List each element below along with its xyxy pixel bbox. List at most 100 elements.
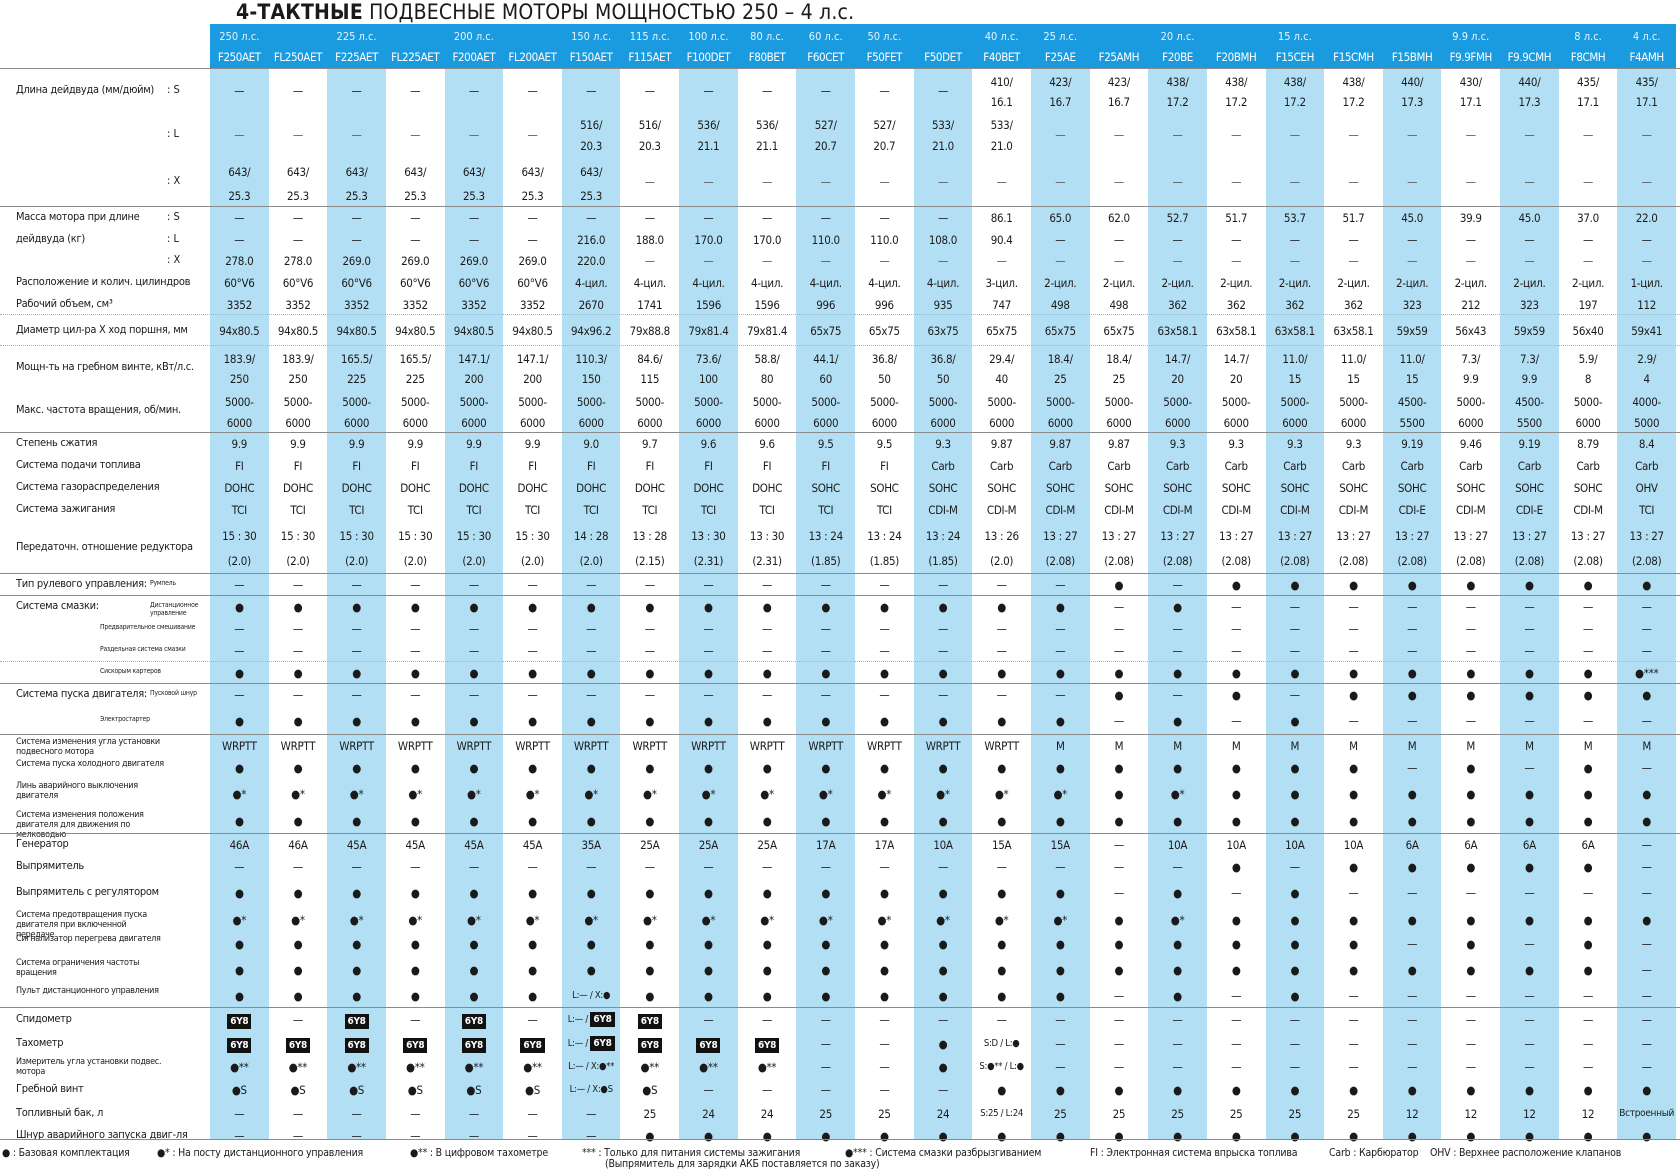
table-cell: FI	[586, 459, 596, 473]
table-cell: CDI-M	[986, 503, 1017, 517]
legend-note: (Выпрямитель для зарядки АКБ поставляетс…	[605, 1158, 880, 1170]
table-cell: ●	[410, 886, 420, 900]
table-cell: 112	[1637, 297, 1657, 312]
table-cell: —	[1231, 600, 1242, 614]
table-cell: —	[234, 578, 245, 592]
table-cell: —	[879, 1059, 890, 1074]
table-cell: 25A	[757, 838, 777, 852]
table-cell: L:— / X:●S	[569, 1084, 613, 1095]
table-cell: ●	[1231, 688, 1241, 702]
table-cell: ●	[1466, 937, 1476, 951]
table-cell: ●	[997, 963, 1006, 977]
table-cell: 53.7	[1283, 211, 1306, 225]
table-cell: —	[1465, 127, 1476, 142]
table-cell: ●	[938, 761, 948, 775]
table-cell: —	[1524, 761, 1535, 775]
table-cell: ●	[1466, 963, 1476, 977]
header-power: 250 л.с.	[219, 30, 260, 43]
table-cell: —	[1113, 232, 1124, 247]
table-cell: ●	[997, 761, 1006, 775]
table-cell: ●*	[232, 913, 247, 927]
table-cell: 10A	[1343, 838, 1364, 852]
table-cell: ●	[293, 886, 303, 900]
table-cell: 5000- 6000	[1573, 395, 1603, 430]
table-cell: —	[1348, 644, 1359, 658]
table-cell: —	[1583, 622, 1594, 636]
table-cell: 44.1/60	[813, 352, 839, 386]
table-cell: —	[1172, 644, 1183, 658]
model-code-tag: 6Y8	[403, 1037, 428, 1053]
header-model: F20BE	[1162, 50, 1193, 64]
row-label: Система изменения угла установки подвесн…	[16, 737, 160, 757]
table-cell: —	[1583, 254, 1594, 268]
table-cell: —	[1407, 232, 1418, 247]
table-cell: 56x43	[1455, 323, 1487, 338]
table-cell: —	[1524, 127, 1535, 142]
table-cell: ●	[528, 937, 537, 951]
table-cell: 29.4/40	[989, 352, 1015, 386]
table-cell: 108.0	[928, 232, 958, 247]
model-code-tag: 6Y8	[227, 1037, 252, 1053]
row-separator	[0, 595, 1680, 596]
table-cell: 183.9/250	[282, 352, 314, 386]
table-cell: ●S	[525, 1083, 540, 1097]
table-cell: 4-цил.	[750, 276, 784, 290]
header-model: F200AET	[452, 50, 496, 64]
table-cell: ●	[586, 666, 596, 680]
table-cell: 94x80.5	[512, 323, 553, 338]
table-cell: 24	[702, 1106, 715, 1121]
table-cell: 22.0	[1635, 211, 1658, 225]
table-cell: 10A	[1226, 838, 1247, 852]
table-cell: —	[703, 1083, 714, 1097]
row-separator	[0, 206, 1680, 207]
table-cell: 438/17.2	[1166, 75, 1189, 109]
table-cell: —	[1524, 175, 1535, 189]
table-cell: Carb	[990, 459, 1014, 473]
table-cell: —	[351, 860, 362, 874]
table-cell: —	[1465, 600, 1476, 614]
table-cell: ●	[1583, 688, 1593, 702]
table-cell: ●	[1525, 963, 1534, 977]
row-label: Сигнализатор перегрева двигателя	[16, 934, 161, 944]
table-cell: ●	[469, 886, 479, 900]
table-cell: 2-цил.	[1337, 276, 1370, 290]
header-model: F8CMH	[1570, 50, 1606, 64]
table-cell: ●	[938, 1036, 948, 1051]
table-cell: 438/17.2	[1225, 75, 1248, 109]
table-cell: 3352	[461, 297, 487, 312]
row-label: Выпрямитель	[16, 859, 84, 872]
table-cell: ●	[1407, 578, 1417, 592]
table-cell: —	[586, 622, 597, 636]
table-cell: Carb	[1517, 459, 1541, 473]
table-cell: —	[410, 1129, 421, 1143]
table-cell: ●	[1055, 600, 1065, 614]
table-cell: ●	[1055, 814, 1065, 828]
table-cell: —	[937, 211, 949, 225]
table-cell: DOHC	[693, 481, 724, 495]
model-code-tag: 6Y8	[754, 1037, 780, 1053]
table-cell: —	[820, 175, 831, 189]
table-cell: ●	[704, 600, 713, 614]
table-cell: 5000- 6000	[1221, 395, 1251, 430]
table-cell: ●	[762, 761, 772, 775]
table-cell: Carb	[1341, 459, 1366, 473]
table-cell: Carb	[1107, 459, 1131, 473]
table-cell: 170.0	[694, 232, 723, 247]
row-separator	[0, 661, 1680, 662]
table-cell: ●	[352, 761, 361, 775]
table-cell: 323	[1402, 297, 1422, 312]
table-cell: ●	[1583, 937, 1593, 951]
table-cell: —	[1055, 860, 1066, 874]
table-cell: —	[1524, 989, 1535, 1003]
table-cell: 533/21.0	[931, 118, 954, 153]
table-cell: ●	[528, 666, 537, 680]
table-cell: ●	[1055, 1129, 1065, 1143]
table-bottom-line	[0, 1139, 1680, 1140]
table-cell: 5000- 6000	[459, 395, 489, 430]
table-cell: 15A	[1050, 838, 1071, 852]
table-cell: 60°V6	[224, 276, 255, 290]
table-cell: ●	[469, 989, 479, 1003]
table-cell: ●	[821, 600, 831, 614]
table-cell: ●	[1173, 937, 1182, 951]
table-cell: 46A	[288, 838, 308, 852]
